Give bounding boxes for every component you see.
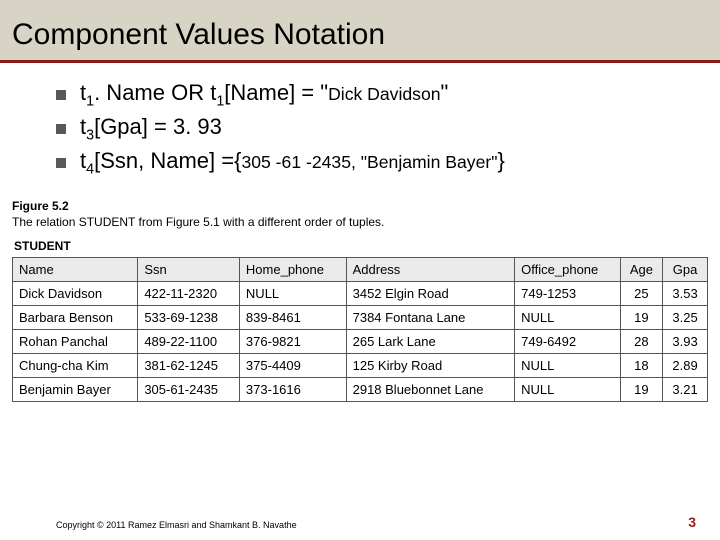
figure-label: Figure 5.2: [12, 199, 708, 213]
table-cell: 422-11-2320: [138, 281, 240, 305]
bullet-item: t4[Ssn, Name] ={305 -61 -2435, "Benjamin…: [56, 147, 720, 179]
table-cell: 305-61-2435: [138, 377, 240, 401]
table-cell: 25: [620, 281, 662, 305]
table-row: Rohan Panchal489-22-1100376-9821265 Lark…: [13, 329, 708, 353]
table-cell: 28: [620, 329, 662, 353]
table-row: Benjamin Bayer305-61-2435373-16162918 Bl…: [13, 377, 708, 401]
table-title: STUDENT: [14, 239, 708, 253]
page-number: 3: [688, 514, 696, 530]
table-cell: 3452 Elgin Road: [346, 281, 515, 305]
table-cell: Rohan Panchal: [13, 329, 138, 353]
table-header-cell: Name: [13, 257, 138, 281]
figure-block: Figure 5.2 The relation STUDENT from Fig…: [0, 195, 720, 402]
table-cell: Dick Davidson: [13, 281, 138, 305]
table-cell: NULL: [515, 353, 621, 377]
table-cell: NULL: [515, 305, 621, 329]
table-cell: 2918 Bluebonnet Lane: [346, 377, 515, 401]
table-cell: 7384 Fontana Lane: [346, 305, 515, 329]
table-cell: 373-1616: [239, 377, 346, 401]
table-cell: Barbara Benson: [13, 305, 138, 329]
table-cell: 489-22-1100: [138, 329, 240, 353]
bullet-text: t3[Gpa] = 3. 93: [80, 113, 222, 145]
square-bullet-icon: [56, 158, 66, 168]
table-cell: 381-62-1245: [138, 353, 240, 377]
table-cell: 19: [620, 305, 662, 329]
table-cell: 125 Kirby Road: [346, 353, 515, 377]
table-row: Dick Davidson422-11-2320NULL3452 Elgin R…: [13, 281, 708, 305]
bullet-list: t1. Name OR t1[Name] = "Dick Davidson" t…: [0, 63, 720, 195]
table-cell: 19: [620, 377, 662, 401]
table-header-cell: Office_phone: [515, 257, 621, 281]
slide-title: Component Values Notation: [12, 18, 708, 52]
table-header-cell: Ssn: [138, 257, 240, 281]
table-header-cell: Gpa: [663, 257, 708, 281]
table-cell: Chung-cha Kim: [13, 353, 138, 377]
table-cell: 3.53: [663, 281, 708, 305]
bullet-item: t3[Gpa] = 3. 93: [56, 113, 720, 145]
table-cell: 3.25: [663, 305, 708, 329]
table-header-cell: Address: [346, 257, 515, 281]
figure-caption: The relation STUDENT from Figure 5.1 wit…: [12, 215, 708, 229]
table-cell: 376-9821: [239, 329, 346, 353]
square-bullet-icon: [56, 90, 66, 100]
bullet-text: t4[Ssn, Name] ={305 -61 -2435, "Benjamin…: [80, 147, 505, 179]
table-row: Barbara Benson533-69-1238839-84617384 Fo…: [13, 305, 708, 329]
table-cell: 375-4409: [239, 353, 346, 377]
table-cell: 265 Lark Lane: [346, 329, 515, 353]
table-cell: 533-69-1238: [138, 305, 240, 329]
table-cell: 3.21: [663, 377, 708, 401]
title-bar: Component Values Notation: [0, 0, 720, 63]
table-row: Chung-cha Kim381-62-1245375-4409125 Kirb…: [13, 353, 708, 377]
copyright-text: Copyright © 2011 Ramez Elmasri and Shamk…: [56, 520, 297, 530]
table-cell: NULL: [515, 377, 621, 401]
square-bullet-icon: [56, 124, 66, 134]
bullet-text: t1. Name OR t1[Name] = "Dick Davidson": [80, 79, 448, 111]
table-cell: NULL: [239, 281, 346, 305]
table-cell: Benjamin Bayer: [13, 377, 138, 401]
student-table: NameSsnHome_phoneAddressOffice_phoneAgeG…: [12, 257, 708, 402]
table-header-cell: Age: [620, 257, 662, 281]
table-cell: 2.89: [663, 353, 708, 377]
table-cell: 3.93: [663, 329, 708, 353]
table-cell: 18: [620, 353, 662, 377]
table-cell: 749-1253: [515, 281, 621, 305]
table-cell: 749-6492: [515, 329, 621, 353]
table-header-cell: Home_phone: [239, 257, 346, 281]
footer: Copyright © 2011 Ramez Elmasri and Shamk…: [0, 514, 720, 530]
table-cell: 839-8461: [239, 305, 346, 329]
bullet-item: t1. Name OR t1[Name] = "Dick Davidson": [56, 79, 720, 111]
